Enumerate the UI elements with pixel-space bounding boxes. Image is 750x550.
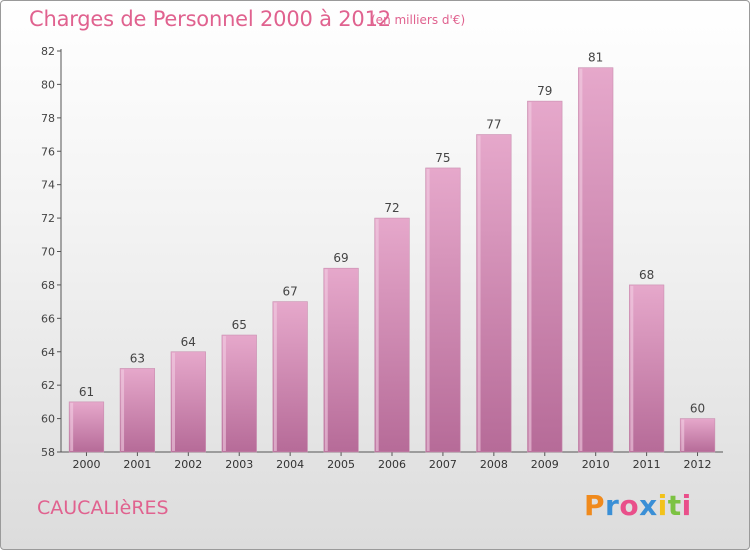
proxiti-logo: Proxiti: [584, 489, 692, 522]
data-label: 81: [588, 51, 603, 65]
chart-subtitle: (en milliers d'€): [371, 13, 466, 27]
y-tick-label: 72: [41, 212, 55, 225]
x-tick-label: 2003: [225, 458, 253, 471]
logo-letter: r: [605, 489, 620, 522]
x-tick-label: 2001: [123, 458, 151, 471]
y-tick-label: 66: [41, 312, 55, 325]
x-tick-label: 2007: [429, 458, 457, 471]
x-tick-label: 2000: [72, 458, 100, 471]
logo-letter: i: [681, 489, 692, 522]
bar-2007: [425, 167, 461, 453]
y-tick-label: 68: [41, 279, 55, 292]
bar-2009: [527, 100, 563, 453]
axes: 58 60 62 64 66 68 70 72 74 76 78 80 82 2000 2001 2002 20…: [41, 45, 723, 471]
bar-highlight: [579, 68, 583, 451]
bar-highlight: [121, 369, 125, 451]
chart-title: Charges de Personnel 2000 à 2012: [29, 7, 391, 31]
data-label: 69: [333, 251, 348, 265]
bar-highlight: [70, 402, 74, 451]
y-tick-label: 82: [41, 45, 55, 58]
x-tick-label: 2008: [480, 458, 508, 471]
bar-2012: [679, 418, 716, 453]
y-tick-label: 76: [41, 145, 55, 158]
bar-2011: [629, 284, 665, 453]
logo-letter: o: [619, 489, 640, 522]
data-label: 75: [435, 151, 450, 165]
data-label: 60: [690, 402, 705, 416]
bar-2008: [476, 134, 512, 453]
y-tick-label: 74: [41, 179, 55, 192]
y-tick-label: 64: [41, 346, 55, 359]
bar-highlight: [273, 302, 277, 451]
x-tick-label: 2002: [174, 458, 202, 471]
data-label: 72: [384, 201, 399, 215]
bar-highlight: [528, 102, 532, 451]
data-label: 77: [486, 118, 501, 132]
bar-2006: [374, 217, 410, 453]
data-label: 64: [181, 335, 196, 349]
x-tick-label: 2005: [327, 458, 355, 471]
bar-2002: [170, 351, 206, 453]
x-tick-label: 2009: [531, 458, 559, 471]
logo-letter: i: [657, 489, 668, 522]
data-label: 79: [537, 84, 552, 98]
y-tick-label: 78: [41, 112, 55, 125]
bar-highlight: [630, 285, 634, 451]
bar-2005: [323, 267, 359, 453]
bar-2000: [68, 401, 105, 453]
bar-2003: [221, 334, 257, 453]
x-tick-label: 2010: [582, 458, 610, 471]
y-tick-label: 60: [41, 413, 55, 426]
data-label: 61: [79, 385, 94, 399]
y-tick-label: 62: [41, 379, 55, 392]
logo-letter: P: [584, 489, 606, 522]
bar-highlight: [375, 219, 379, 451]
logo-letter: x: [639, 489, 658, 522]
bar-highlight: [171, 352, 175, 451]
y-tick-label: 80: [41, 78, 55, 91]
y-tick-label: 58: [41, 446, 55, 459]
bar-2004: [272, 301, 308, 453]
x-tick-label: 2011: [633, 458, 661, 471]
x-tick-label: 2004: [276, 458, 304, 471]
bar-2001: [119, 368, 155, 453]
logo-letter: t: [667, 489, 682, 522]
data-label: 68: [639, 268, 654, 282]
bar-2010: [578, 67, 614, 453]
x-tick-label: 2006: [378, 458, 406, 471]
x-tick-label: 2012: [684, 458, 712, 471]
bar-highlight: [222, 336, 226, 451]
bar-highlight: [426, 168, 430, 452]
data-labels: 61 63 64 65 67 69 72 75 77 79 81 68 60: [79, 51, 705, 416]
y-tick-label: 70: [41, 246, 55, 259]
data-label: 67: [283, 285, 298, 299]
data-label: 65: [232, 318, 247, 332]
data-label: 63: [130, 351, 145, 365]
bars: [68, 67, 716, 453]
bar-highlight: [477, 135, 481, 451]
bar-highlight: [324, 269, 328, 451]
bar-highlight: [681, 419, 685, 451]
commune-name: CAUCALIèRES: [37, 497, 169, 519]
